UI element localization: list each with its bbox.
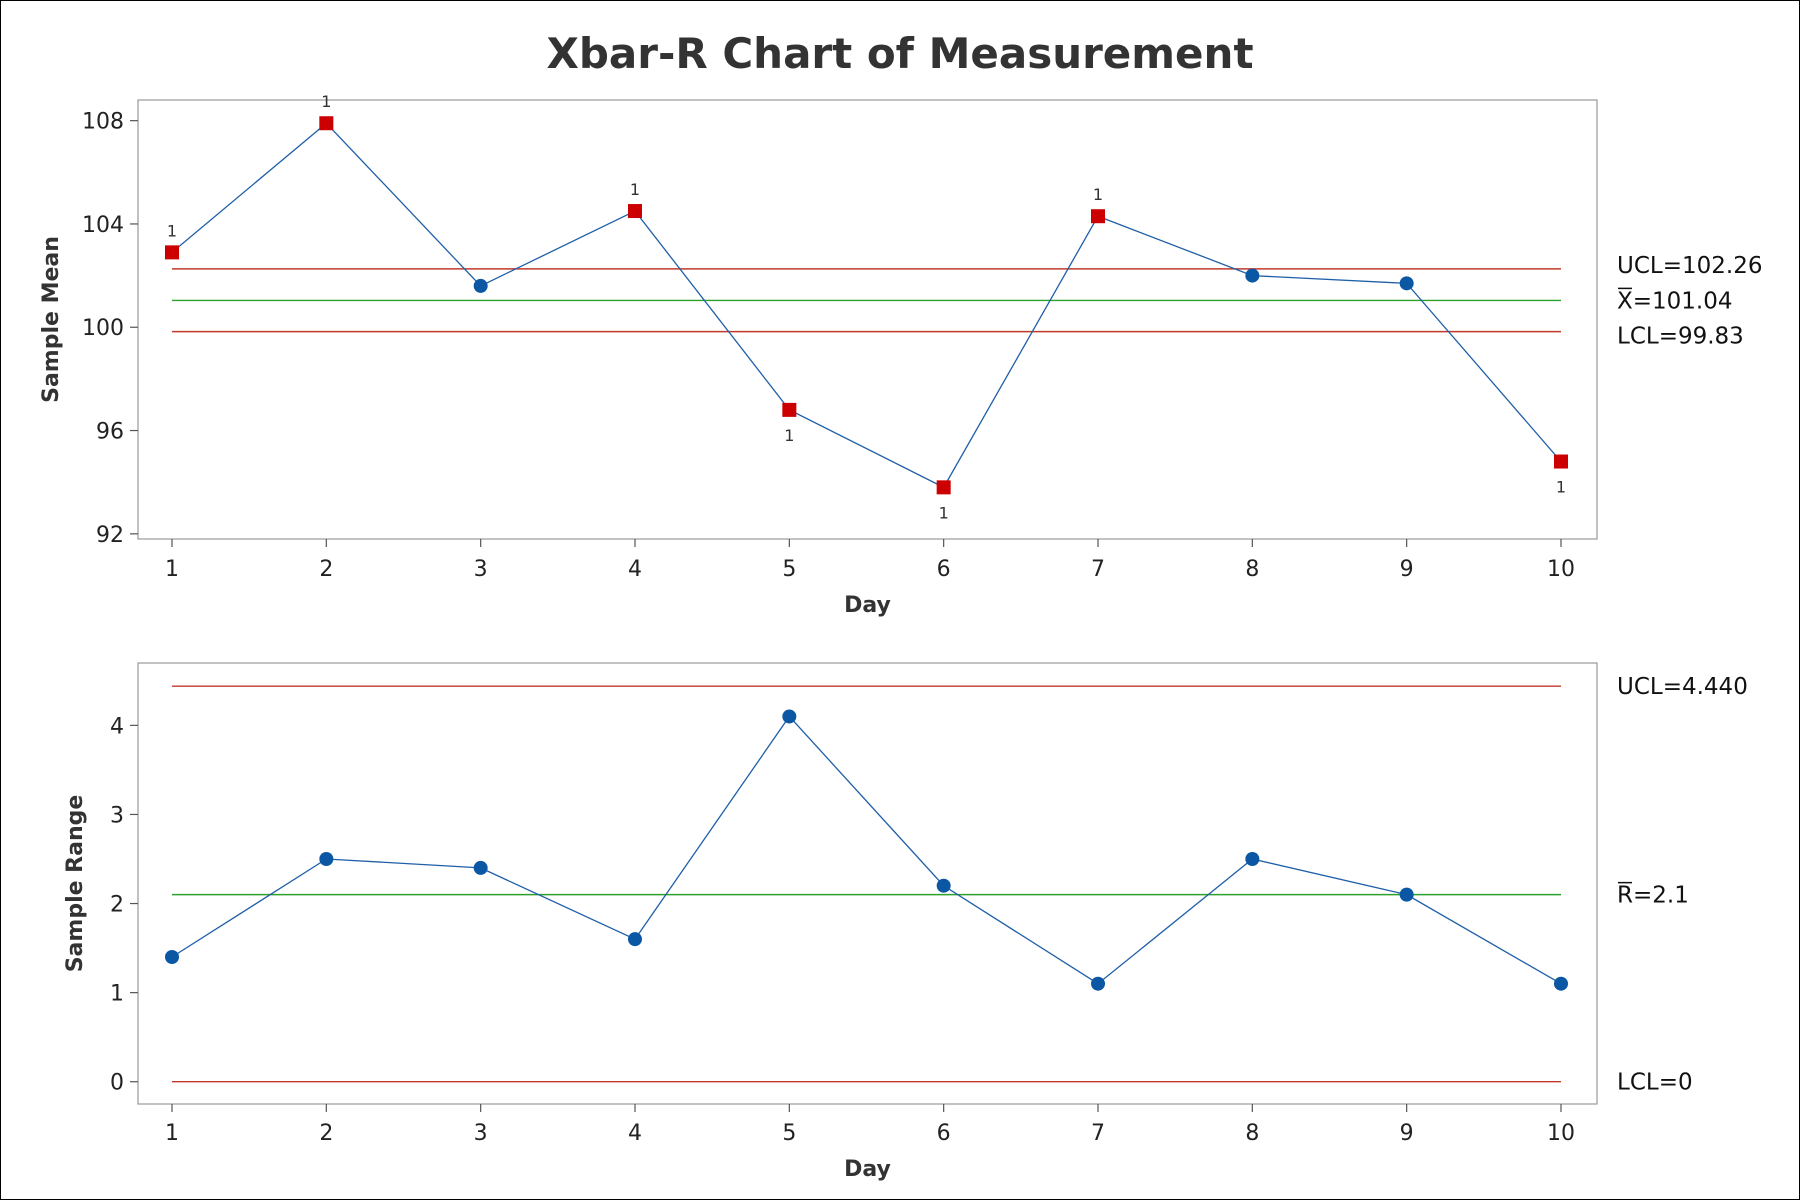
- xbar-xtick-label: 4: [628, 557, 642, 582]
- xbar-flagged-point: [319, 116, 334, 131]
- xbar-flagged-point: [782, 402, 797, 417]
- xbar-data-point: [1245, 268, 1260, 283]
- xbar-xtick-label: 5: [782, 557, 796, 582]
- range-x-axis-label: Day: [844, 1157, 891, 1182]
- xbar-data-point: [473, 278, 488, 293]
- chart-title: Xbar-R Chart of Measurement: [546, 29, 1253, 78]
- range-ytick-label: 1: [110, 982, 124, 1007]
- range-xtick-label: 5: [782, 1121, 796, 1146]
- range-center-line-label: R=2.1: [1617, 883, 1689, 909]
- xbar-xtick-label: 1: [165, 557, 179, 582]
- range-xtick-label: 8: [1245, 1121, 1259, 1146]
- xbar-test-flag-label: 1: [1093, 185, 1103, 204]
- xbar-ytick-label: 96: [96, 420, 124, 445]
- range-xtick-label: 2: [319, 1121, 333, 1146]
- range-ytick-label: 4: [110, 714, 124, 739]
- xbar-test-flag-label: 1: [939, 503, 949, 522]
- range-data-point: [1091, 976, 1105, 991]
- range-xtick-label: 4: [628, 1121, 642, 1146]
- xbar-xtick-label: 10: [1547, 557, 1575, 582]
- xbar-y-axis-label: Sample Mean: [39, 236, 64, 403]
- xbar-test-flag-label: 1: [1556, 478, 1566, 497]
- range-data-point: [1554, 976, 1568, 991]
- xbar-flagged-point: [936, 480, 951, 495]
- range-panel: 0 1 2 3 4 1 2 3 4 5 6 7 8 9 10 Day Sample Range UCL=4.440…: [63, 662, 1748, 1182]
- range-xtick-label: 9: [1400, 1121, 1414, 1146]
- range-y-axis-label: Sample Range: [63, 795, 88, 973]
- range-lcl-line-label: LCL=0: [1617, 1070, 1693, 1096]
- xbar-ucl-line-label: UCL=102.26: [1617, 253, 1762, 279]
- xbar-center-line-label: X=101.04: [1617, 288, 1733, 314]
- xbar-xtick-label: 9: [1400, 557, 1414, 582]
- range-data-point: [782, 709, 797, 724]
- range-data-point: [165, 950, 179, 964]
- range-xtick-label: 1: [165, 1121, 179, 1146]
- range-ytick-label: 0: [110, 1071, 124, 1096]
- xbar-test-flag-label: 1: [630, 180, 640, 199]
- xbar-flagged-point: [165, 245, 179, 260]
- xbar-plot-frame: [137, 99, 1598, 540]
- xbar-x-axis-label: Day: [844, 593, 891, 618]
- range-plot-frame: [137, 662, 1598, 1105]
- xbar-xtick-label: 3: [474, 557, 488, 582]
- range-xtick-label: 3: [474, 1121, 488, 1146]
- range-ucl-line-label: UCL=4.440: [1617, 674, 1748, 700]
- xbar-flagged-point: [1554, 454, 1568, 469]
- xbar-test-flag-label: 1: [321, 92, 331, 111]
- range-data-point: [319, 852, 334, 866]
- xbar-series-line: [171, 122, 1562, 489]
- range-data-point: [936, 878, 951, 893]
- range-xtick-label: 6: [937, 1121, 951, 1146]
- range-data-point: [1399, 887, 1414, 902]
- xbar-lcl-line-label: LCL=99.83: [1617, 324, 1744, 350]
- xbar-panel: 92 96 100 104 108 1 2 3 4 5 6 7 8 9 10 Day Sample Mean UC…: [39, 92, 1762, 618]
- xbar-flagged-point: [1091, 209, 1105, 224]
- xbar-xtick-label: 8: [1245, 557, 1259, 582]
- range-series-line: [171, 715, 1562, 985]
- range-ytick-label: 2: [110, 893, 124, 918]
- xbar-data-point: [1399, 276, 1414, 291]
- range-data-point: [473, 860, 488, 875]
- xbar-ytick-label: 108: [82, 110, 124, 135]
- xbar-ytick-label: 104: [82, 213, 124, 238]
- xbar-xtick-label: 2: [319, 557, 333, 582]
- xbar-ytick-label: 100: [82, 316, 124, 341]
- xbar-test-flag-label: 1: [167, 221, 177, 240]
- range-xtick-label: 7: [1091, 1121, 1105, 1146]
- xbar-xtick-label: 6: [937, 557, 951, 582]
- xbar-ytick-label: 92: [96, 523, 124, 548]
- xbar-xtick-label: 7: [1091, 557, 1105, 582]
- range-data-point: [1245, 852, 1260, 866]
- xbar-test-flag-label: 1: [784, 426, 794, 445]
- xbar-flagged-point: [628, 204, 642, 219]
- range-data-point: [628, 932, 642, 947]
- range-xtick-label: 10: [1547, 1121, 1575, 1146]
- range-ytick-label: 3: [110, 803, 124, 828]
